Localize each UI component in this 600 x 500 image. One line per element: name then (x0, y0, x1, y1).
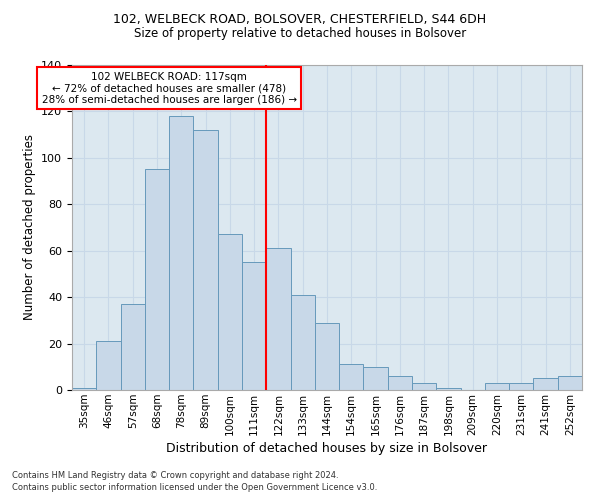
Bar (315, 322, 339, 390)
Bar (145, 170, 169, 390)
Text: Contains public sector information licensed under the Open Government Licence v3: Contains public sector information licen… (12, 484, 377, 492)
Bar (72, 388, 96, 390)
Bar (388, 376, 412, 390)
Bar (169, 116, 193, 390)
X-axis label: Distribution of detached houses by size in Bolsover: Distribution of detached houses by size … (167, 442, 487, 455)
Bar (558, 376, 582, 390)
Bar (290, 295, 315, 390)
Y-axis label: Number of detached properties: Number of detached properties (23, 134, 35, 320)
Bar (412, 383, 436, 390)
Bar (266, 248, 290, 390)
Text: 102 WELBECK ROAD: 117sqm    
← 72% of detached houses are smaller (478)
28% of s: 102 WELBECK ROAD: 117sqm ← 72% of detach… (41, 72, 297, 105)
Bar (485, 383, 509, 390)
Bar (533, 378, 558, 390)
Bar (509, 383, 533, 390)
Text: Contains HM Land Registry data © Crown copyright and database right 2024.: Contains HM Land Registry data © Crown c… (12, 471, 338, 480)
Bar (121, 304, 145, 390)
Bar (364, 367, 388, 390)
Bar (242, 262, 266, 390)
Bar (339, 364, 364, 390)
Bar (436, 388, 461, 390)
Bar (193, 130, 218, 390)
Text: 102, WELBECK ROAD, BOLSOVER, CHESTERFIELD, S44 6DH: 102, WELBECK ROAD, BOLSOVER, CHESTERFIEL… (113, 12, 487, 26)
Bar (218, 234, 242, 390)
Text: Size of property relative to detached houses in Bolsover: Size of property relative to detached ho… (134, 28, 466, 40)
Bar (96, 342, 121, 390)
